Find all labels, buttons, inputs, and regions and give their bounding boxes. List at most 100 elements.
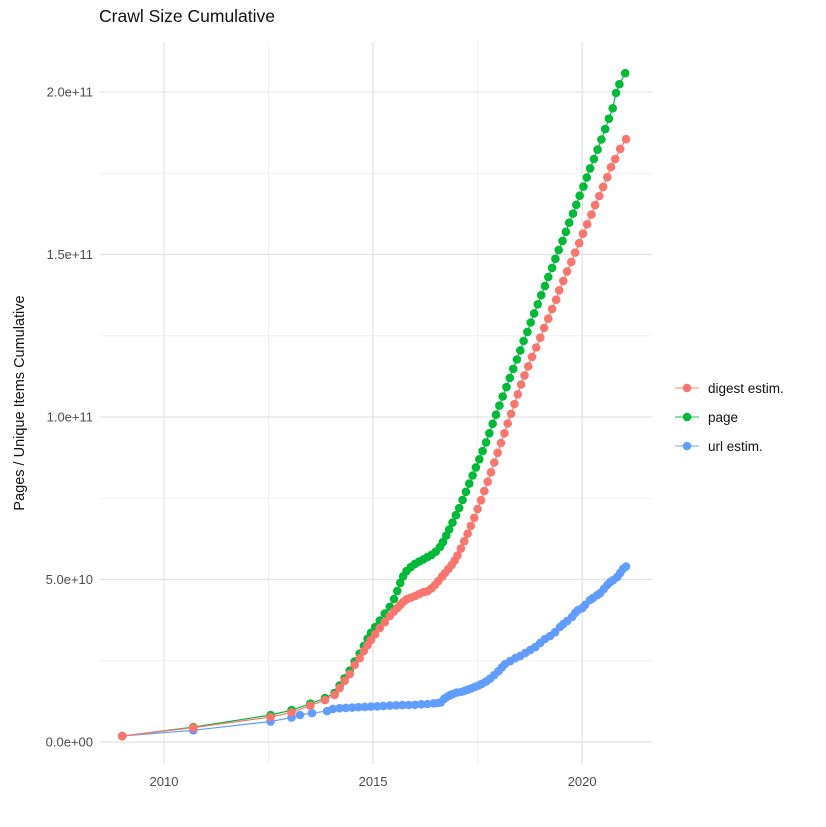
data-point-page [488,419,498,429]
legend-key-url-estim-icon [675,441,699,451]
data-point-page [444,525,454,534]
data-point-url-estim [621,562,631,571]
data-point-digest-estim [562,267,572,276]
data-point-digest-estim [380,617,390,627]
data-point-digest-estim [531,343,541,352]
series-digest-estim [117,134,631,741]
x-tick-label: 2010 [150,774,179,789]
series-digest-estim-line [122,138,627,737]
data-point-digest-estim [554,286,564,295]
data-point-digest-estim [527,352,537,362]
data-point-page [471,463,481,472]
y-axis-title: Pages / Unique Items Cumulative [12,295,28,511]
data-point-digest-estim [456,544,466,553]
data-point-digest-estim [539,323,549,333]
data-point-url-estim [379,701,388,711]
data-point-page [478,446,487,456]
data-point-page [561,227,571,237]
data-point-url-estim [404,700,413,710]
data-point-url-estim [398,700,407,710]
data-point-page [620,68,630,78]
chart-title: Crawl Size Cumulative [99,6,276,26]
data-point-digest-estim [582,220,592,229]
data-point-digest-estim [480,486,489,496]
data-point-digest-estim [574,238,584,248]
data-point-digest-estim [266,712,275,722]
data-point-page [393,586,402,596]
data-point-page [495,401,504,410]
series-page [117,68,630,741]
data-point-page [448,518,457,527]
data-point-page [516,346,525,355]
data-point-page [547,263,557,273]
data-point-digest-estim [567,257,576,267]
data-point-digest-estim [590,200,600,210]
data-point-page [533,300,543,309]
data-point-page [523,327,532,337]
data-point-page [526,318,535,327]
data-point-page [593,145,602,154]
data-point-digest-estim [493,448,503,458]
data-point-url-estim [360,702,370,712]
data-point-page [604,114,614,123]
data-point-url-estim [410,700,420,710]
data-point-digest-estim [610,154,620,164]
data-point-digest-estim [587,210,596,219]
legend-key-page-icon [675,412,699,422]
data-point-page [568,209,578,218]
y-tick-label: 0.0e+00 [46,734,93,749]
data-point-digest-estim [523,362,533,371]
series-url-estim [117,562,631,741]
data-point-page [589,154,599,164]
legend-label-page: page [708,409,739,425]
data-point-page [468,471,477,480]
legend-item-url-estim: url estim. [674,435,784,457]
data-point-digest-estim [466,521,476,531]
data-point-digest-estim [375,623,385,633]
data-point-digest-estim [335,683,344,693]
data-point-page [519,336,528,346]
data-point-digest-estim [606,162,616,172]
data-point-digest-estim [603,172,612,182]
y-tick-label: 2.0e+11 [47,85,93,100]
data-point-url-estim [385,701,395,710]
data-point-page [451,510,461,520]
data-point-page [600,124,610,134]
data-point-page [558,236,567,246]
data-point-page [454,503,464,513]
data-point-url-estim [423,699,432,709]
data-point-url-estim [391,701,401,710]
data-point-digest-estim [500,429,509,438]
data-point-page [529,309,539,318]
data-point-digest-estim [459,536,469,546]
legend-key-digest-estim-icon [675,383,699,393]
data-point-digest-estim [503,419,512,428]
data-point-digest-estim [117,731,127,741]
data-point-page [579,182,588,191]
data-point-page [585,164,595,173]
data-point-digest-estim [547,304,557,314]
data-point-digest-estim [483,477,493,487]
data-point-digest-estim [551,295,561,305]
data-point-page [572,200,581,210]
data-point-digest-estim [615,144,625,154]
data-point-page [485,429,494,438]
data-point-digest-estim [476,495,486,505]
data-point-url-estim [416,700,426,709]
data-point-page [505,373,515,383]
data-point-page [389,594,399,604]
data-point-page [536,290,546,300]
y-tick-label: 1.5e+11 [47,247,93,262]
legend-key-dot [682,383,692,393]
y-tick-label: 5.0e+10 [46,572,93,587]
data-point-page [508,364,518,374]
data-point-digest-estim [513,390,523,399]
data-point-page [615,79,624,89]
data-point-url-estim [373,702,382,711]
data-point-page [461,487,471,497]
data-point-digest-estim [320,695,330,705]
data-point-page [597,135,606,144]
data-point-digest-estim [453,551,462,560]
data-point-page [608,104,617,113]
